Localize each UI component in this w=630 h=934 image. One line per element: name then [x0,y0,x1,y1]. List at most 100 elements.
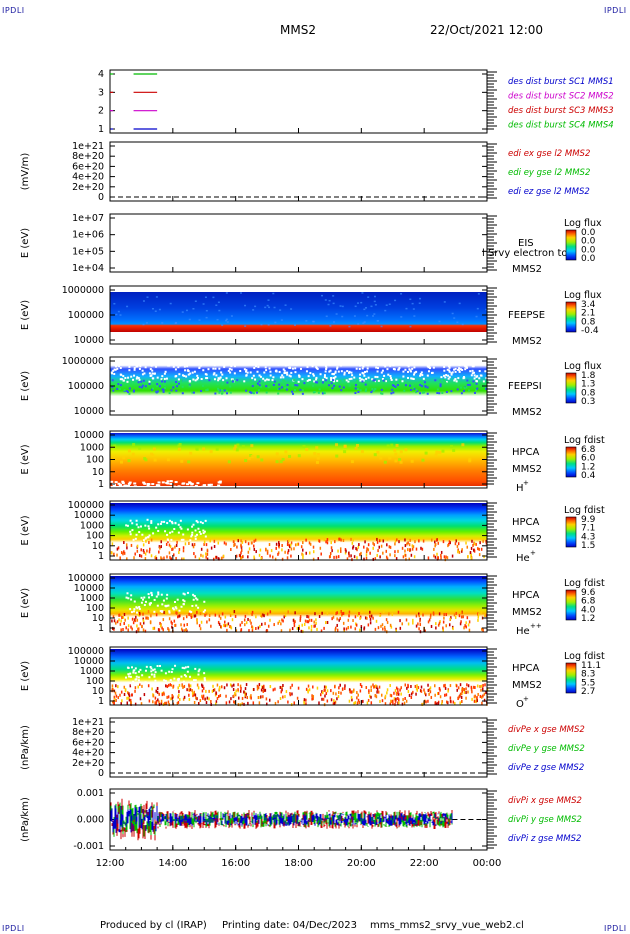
speckle [340,389,343,392]
speckle [473,542,476,546]
speckle [215,700,218,704]
speckle [181,557,183,561]
speckle [181,684,184,688]
speckle [326,689,329,693]
speckle-gap [169,480,173,483]
speckle [467,623,470,627]
speckle-gap [135,611,138,614]
speckle [390,443,394,447]
speckle [314,381,317,384]
speckle [221,324,224,326]
speckle-gap [407,365,410,368]
y-tick-label: 10000 [74,510,104,521]
speckle [418,302,421,304]
speckle-gap [183,593,186,596]
colorbar-tick-label: 9.9 [581,515,596,525]
speckle-gap [165,597,168,600]
speckle [343,379,346,382]
speckle [285,690,288,694]
speckle [352,545,355,549]
speckle-gap [180,527,183,530]
speckle [397,692,400,696]
speckle-gap [407,376,410,379]
speckle [467,555,469,559]
speckle [272,688,275,692]
speckle [169,555,171,559]
speckle [252,544,255,548]
speckle [219,616,222,620]
speckle [461,611,463,615]
spectrogram-hpca-h [110,433,487,486]
speckle [179,614,181,618]
speckle-gap [223,364,226,367]
speckle-gap [153,668,156,671]
speckle-gap [212,367,215,370]
speckle [243,618,246,622]
speckle [244,304,247,307]
speckle [141,624,143,628]
speckle [137,381,140,384]
spectrogram-feepse [110,292,487,332]
speckle [367,296,370,298]
speckle [220,389,223,392]
speckle [142,379,145,382]
speckle [352,538,354,542]
time-tick-label: 20:00 [347,858,376,869]
speckle [376,553,378,557]
speckle [140,554,143,558]
speckle [255,391,258,394]
speckle-gap [448,370,451,373]
speckle [122,456,126,460]
speckle [306,620,309,624]
speckle-gap [180,363,183,366]
speckle [216,383,219,386]
speckle-gap [181,666,184,669]
speckle-gap [286,373,289,376]
speckle [476,696,478,700]
speckle-gap [375,366,378,369]
speckle [458,302,461,305]
overlay-label: l Srvy electron to [482,248,568,259]
speckle-gap [157,481,161,484]
y-axis-label: E (eV) [20,588,31,618]
speckle [455,684,458,688]
speckle [371,388,374,391]
colorbar-tick-label: 11.1 [581,661,601,671]
y-tick-label: 100000 [68,573,104,584]
speckle [208,689,210,693]
speckle-gap [112,485,116,488]
speckle [418,614,420,618]
speckle [201,684,204,688]
speckle [268,698,271,702]
speckle [268,543,271,547]
speckle-gap [217,377,220,380]
speckle [253,539,255,543]
speckle-gap [322,378,325,381]
speckle [373,313,376,315]
speckle-gap [199,521,202,524]
speckle [366,701,369,705]
speckle [139,554,141,558]
speckle-gap [203,677,206,680]
speckle [126,557,128,561]
speckle [404,553,407,557]
speckle-gap [142,539,145,542]
speckle-gap [194,538,197,541]
speckle [166,458,170,462]
speckle-gap [148,527,151,530]
speckle-gap [191,533,194,536]
speckle [247,617,249,621]
speckle [316,686,319,690]
speckle [220,625,223,629]
speckle-gap [146,518,149,521]
speckle-gap [348,371,351,374]
speckle-gap [464,368,467,371]
speckle [253,555,255,559]
speckle [231,684,233,688]
speckle-gap [252,374,255,377]
speckle [345,549,347,553]
speckle [409,538,411,542]
speckle [162,628,164,632]
speckle [338,690,340,694]
speckle-gap [136,607,139,610]
